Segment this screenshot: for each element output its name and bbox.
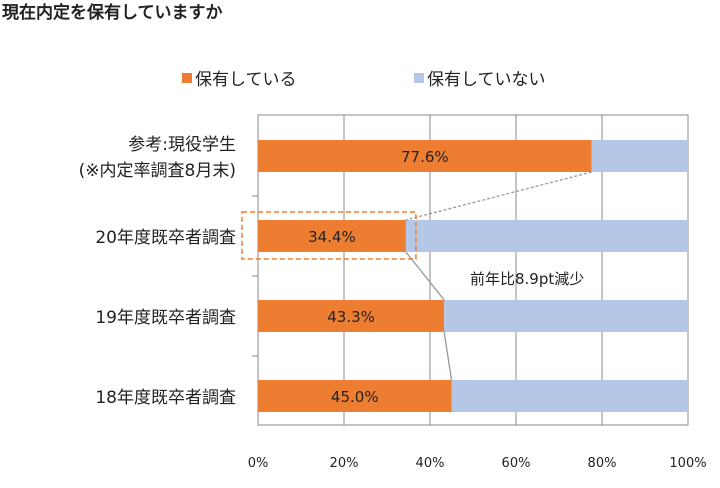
- x-tick-label: 100%: [669, 456, 706, 471]
- category-label: 参考:現役学生: [128, 135, 236, 155]
- bar-holding: [258, 140, 592, 172]
- legend: 保有している 保有していない: [182, 70, 546, 90]
- bar-not-holding: [591, 140, 688, 172]
- legend-swatch: [414, 73, 424, 83]
- bar-holding: [258, 380, 452, 412]
- connector-line: [405, 171, 592, 221]
- chart-title: 現在内定を保有していますか: [2, 2, 223, 23]
- x-tick-label: 20%: [330, 456, 359, 471]
- x-tick-label: 80%: [588, 456, 617, 471]
- category-label: (※内定率調査8月末): [79, 161, 236, 181]
- x-tick-label: 0%: [248, 456, 269, 471]
- legend-swatch: [182, 73, 192, 83]
- data-label: 45.0%: [331, 388, 379, 406]
- x-tick-label: 60%: [502, 456, 531, 471]
- bar-holding: [258, 300, 445, 332]
- category-label: 18年度既卒者調査: [95, 388, 236, 408]
- highlight-box: [241, 211, 417, 260]
- data-label: 43.3%: [327, 308, 375, 326]
- bar-not-holding: [444, 300, 688, 332]
- legend-label: 保有していない: [427, 70, 546, 90]
- annotation: 前年比8.9pt減少: [470, 270, 584, 288]
- bar-not-holding: [451, 380, 688, 412]
- legend-label: 保有している: [195, 70, 297, 90]
- data-label: 77.6%: [401, 148, 449, 166]
- bar-holding: [258, 220, 406, 252]
- category-label: 20年度既卒者調査: [95, 228, 236, 248]
- x-tick-label: 40%: [416, 456, 445, 471]
- plot-area: 0% 20% 40% 60% 80% 100% 77.6% 参考:現役学生 (※内定率調査8月末…: [79, 114, 707, 471]
- data-label: 34.4%: [308, 228, 356, 246]
- connector-line: [405, 251, 445, 301]
- bar-not-holding: [405, 220, 688, 252]
- category-label: 19年度既卒者調査: [95, 308, 236, 328]
- connector-line: [443, 331, 453, 381]
